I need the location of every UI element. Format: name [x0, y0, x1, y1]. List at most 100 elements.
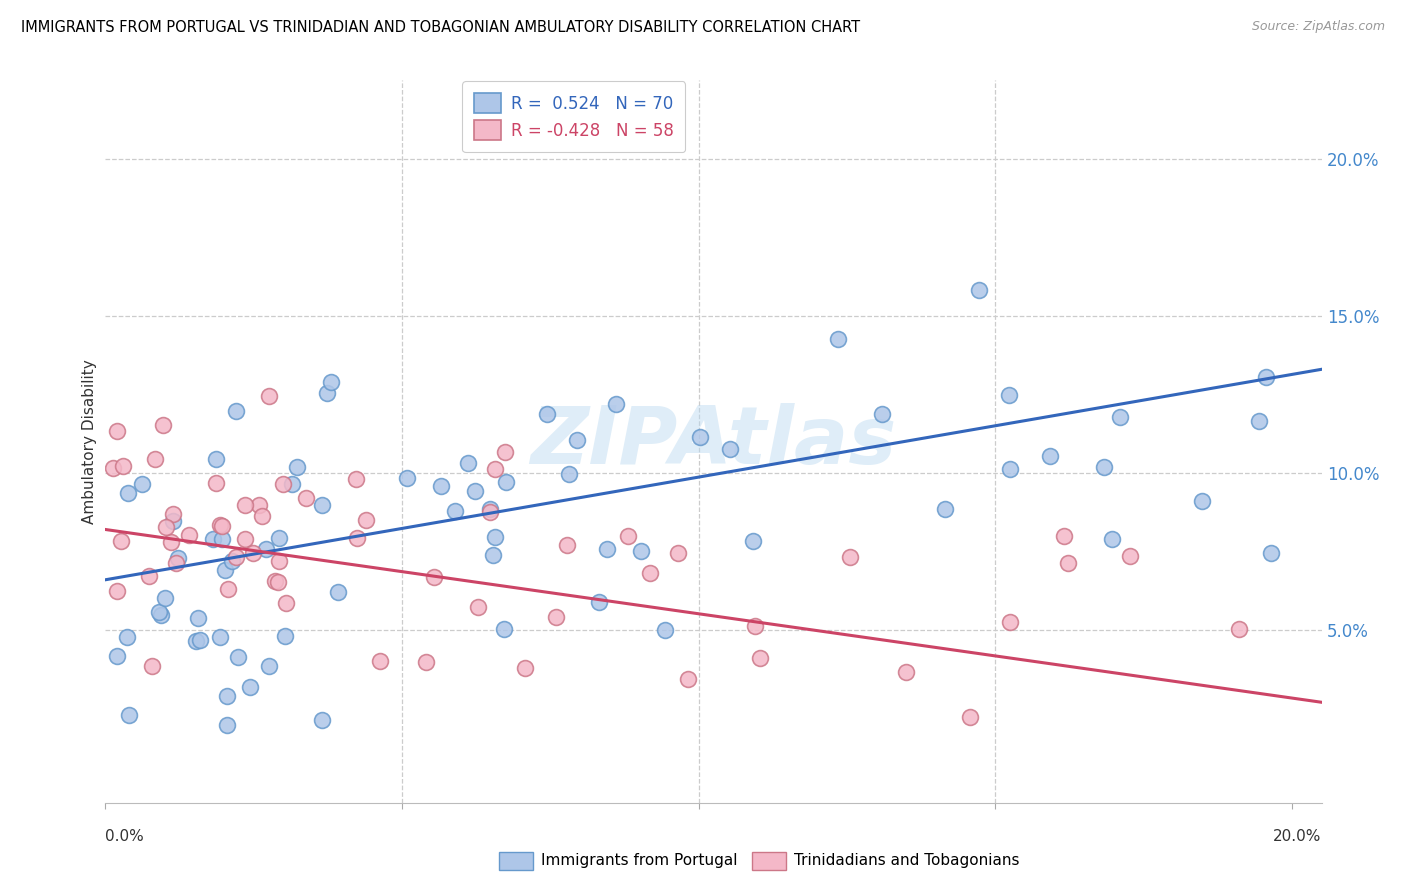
Point — [263, 574, 285, 588]
Point — [415, 655, 437, 669]
Point — [205, 451, 228, 466]
Point — [208, 517, 231, 532]
Point — [145, 451, 167, 466]
Point — [1191, 493, 1213, 508]
Point — [870, 407, 893, 421]
Point — [482, 548, 505, 562]
Point — [321, 376, 343, 390]
Point — [233, 498, 256, 512]
Point — [1057, 556, 1080, 570]
Point — [118, 707, 141, 722]
Point — [555, 538, 578, 552]
Point — [1053, 529, 1076, 543]
Point — [354, 513, 377, 527]
Point — [467, 600, 489, 615]
Point — [225, 549, 247, 564]
Point — [184, 634, 207, 648]
Point — [344, 472, 367, 486]
Point — [605, 397, 627, 411]
Point — [186, 611, 208, 625]
Point — [565, 433, 588, 447]
Point — [153, 591, 176, 606]
Point — [368, 654, 391, 668]
Point — [588, 595, 610, 609]
Point — [225, 403, 247, 417]
Legend: R =  0.524   N = 70, R = -0.428   N = 58: R = 0.524 N = 70, R = -0.428 N = 58 — [463, 81, 685, 152]
Point — [1039, 449, 1062, 463]
Point — [630, 544, 652, 558]
Point — [666, 546, 689, 560]
Point — [395, 471, 418, 485]
Point — [111, 459, 134, 474]
Point — [1227, 622, 1250, 636]
Point — [998, 388, 1021, 402]
Point — [165, 556, 187, 570]
Point — [346, 532, 368, 546]
Point — [1000, 615, 1022, 630]
Point — [1119, 549, 1142, 563]
Point — [101, 460, 124, 475]
Point — [274, 596, 297, 610]
Point — [934, 502, 956, 516]
Point — [285, 459, 308, 474]
Point — [430, 479, 453, 493]
Point — [896, 665, 918, 679]
Point — [689, 430, 711, 444]
Text: Source: ZipAtlas.com: Source: ZipAtlas.com — [1251, 20, 1385, 33]
Point — [311, 498, 333, 512]
Point — [152, 418, 174, 433]
Point — [495, 475, 517, 489]
Point — [492, 622, 515, 636]
Point — [257, 658, 280, 673]
Point — [718, 442, 741, 457]
Point — [105, 648, 128, 663]
Point — [744, 619, 766, 633]
Point — [536, 407, 558, 421]
Point — [1260, 546, 1282, 560]
Point — [254, 542, 277, 557]
Point — [162, 514, 184, 528]
Point — [274, 629, 297, 643]
Point — [117, 486, 139, 500]
Point — [827, 332, 849, 346]
Point — [226, 649, 249, 664]
Point — [967, 283, 990, 297]
Point — [105, 425, 128, 439]
Point — [149, 607, 172, 622]
Point — [162, 507, 184, 521]
Point — [138, 569, 160, 583]
Point — [513, 661, 536, 675]
Point — [242, 546, 264, 560]
Point — [233, 533, 256, 547]
Point — [494, 445, 516, 459]
Point — [215, 718, 238, 732]
Point — [266, 575, 288, 590]
Point — [1092, 460, 1115, 475]
Point — [617, 529, 640, 543]
Point — [557, 467, 579, 481]
Point — [211, 533, 233, 547]
Point — [239, 680, 262, 694]
Point — [595, 541, 617, 556]
Point — [131, 476, 153, 491]
Point — [281, 477, 304, 491]
Point — [295, 491, 318, 505]
Point — [208, 630, 231, 644]
Point — [1101, 532, 1123, 546]
Point — [267, 554, 290, 568]
Point — [676, 672, 699, 686]
Point — [484, 530, 506, 544]
Point — [654, 623, 676, 637]
Point — [959, 710, 981, 724]
Point — [247, 498, 270, 512]
Point — [259, 389, 281, 403]
Point — [1254, 370, 1277, 384]
Point — [742, 534, 765, 549]
Point — [315, 386, 337, 401]
Point — [205, 476, 228, 491]
Point — [217, 582, 239, 596]
Text: Trinidadians and Tobagonians: Trinidadians and Tobagonians — [794, 854, 1019, 868]
Point — [1249, 414, 1271, 428]
Text: 0.0%: 0.0% — [105, 830, 145, 844]
Point — [217, 689, 239, 703]
